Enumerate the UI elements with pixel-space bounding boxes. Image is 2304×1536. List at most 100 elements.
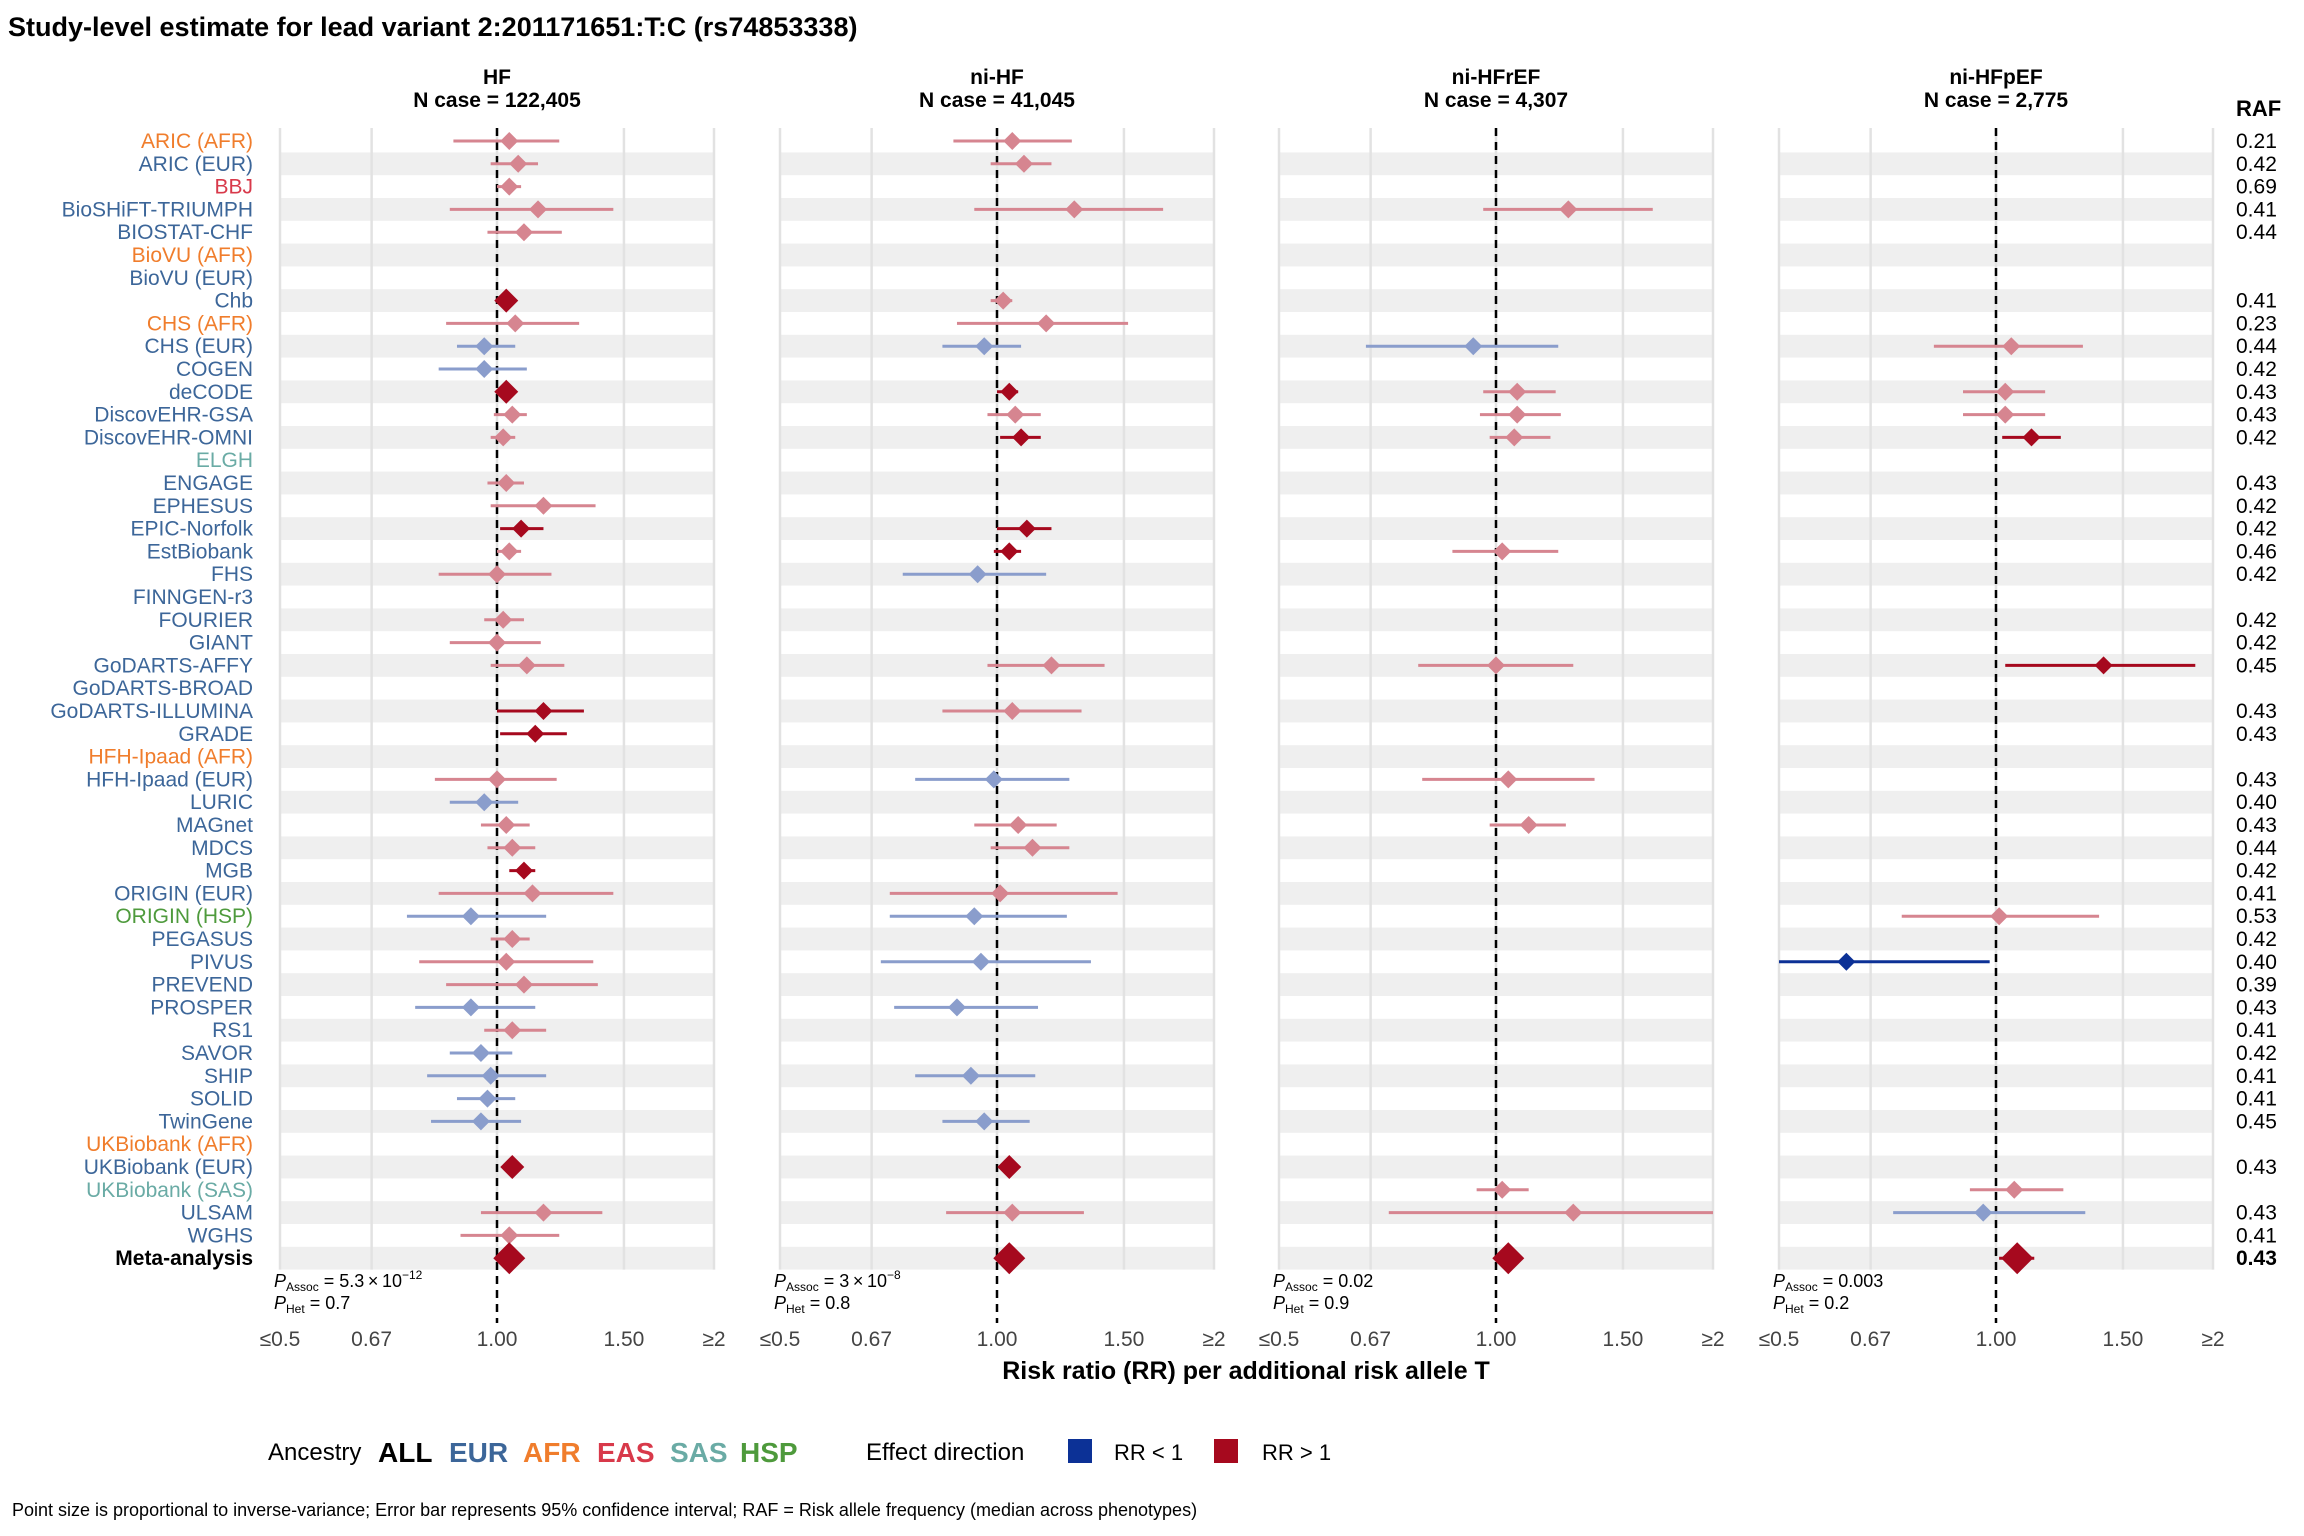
point-estimate [534,496,553,515]
study-label: ARIC (EUR) [139,153,253,176]
p-assoc: PAssoc = 0.003 [1773,1271,1883,1294]
study-label: BBJ [214,176,253,199]
point-estimate [1487,656,1505,675]
point-estimate [514,223,533,242]
point-estimate [994,291,1013,310]
x-tick-label: ≤0.5 [1759,1328,1800,1351]
study-label: FHS [211,563,253,586]
study-label: UKBiobank (AFR) [86,1133,253,1156]
legend-ancestry-sas: SAS [670,1437,728,1468]
point-estimate [2001,1242,2034,1275]
point-estimate [1564,1203,1583,1222]
study-label: BioVU (AFR) [132,244,253,267]
point-estimate [1996,405,2015,424]
point-estimate [1014,154,1033,173]
raf-value: 0.43 [2236,723,2277,746]
raf-value: 0.43 [2236,768,2277,791]
point-estimate [461,907,480,926]
point-estimate [1974,1203,1993,1222]
point-estimate [500,177,519,196]
point-estimate [494,288,519,313]
raf-value: 0.41 [2236,1065,2277,1088]
study-label: GRADE [178,723,253,746]
raf-value: 0.42 [2236,563,2277,586]
study-label: PEGASUS [151,928,253,951]
study-label: PROSPER [150,996,253,1019]
x-tick-label: 1.50 [603,1328,644,1351]
study-label: SAVOR [181,1042,253,1065]
study-label: GIANT [189,632,253,655]
raf-value: 0.42 [2236,426,2277,449]
point-estimate [475,360,494,378]
x-tick-label: 1.00 [477,1328,518,1351]
point-estimate [1990,907,2009,926]
raf-value: 0.43 [2236,700,2277,723]
point-estimate [1017,519,1036,538]
raf-value: 0.43 [2236,381,2277,404]
panel-title: HF [483,66,511,89]
x-tick-label: ≥2 [1202,1328,1225,1351]
panel-title: ni-HFpEF [1949,66,2042,89]
point-estimate [523,884,542,903]
point-estimate [475,793,494,812]
p-assoc: PAssoc = 5.3 × 10−12 [274,1268,423,1294]
point-estimate [1493,542,1512,561]
x-tick-label: 1.50 [1602,1328,1643,1351]
x-tick-label: 1.00 [1976,1328,2017,1351]
point-estimate [975,337,994,356]
point-estimate [965,907,984,926]
panel-title: ni-HFrEF [1452,66,1541,89]
point-estimate [503,930,522,948]
point-estimate [1065,200,1084,219]
raf-header: RAF [2236,96,2281,121]
raf-value: 0.42 [2236,860,2277,883]
point-estimate [471,1044,490,1062]
point-estimate [529,200,548,219]
study-label: EPIC-Norfolk [130,518,253,541]
panel-subtitle: N case = 4,307 [1424,89,1568,112]
point-estimate [488,770,506,789]
p-assoc: PAssoc = 0.02 [1273,1271,1373,1294]
study-label: WGHS [188,1224,253,1247]
point-estimate [497,816,516,834]
point-estimate [514,861,533,880]
point-estimate [497,474,516,492]
study-label: GoDARTS-ILLUMINA [50,700,253,723]
raf-value: 0.43 [2236,472,2277,495]
legend-ancestry-hsp: HSP [740,1437,798,1468]
point-estimate [1508,382,1527,401]
point-estimate [1837,952,1856,971]
p-assoc: PAssoc = 3 × 10−8 [774,1268,901,1294]
x-tick-label: 1.00 [977,1328,1018,1351]
study-label: ELGH [196,449,253,472]
legend-neg-label: RR < 1 [1114,1440,1183,1465]
point-estimate [1006,405,1025,424]
point-estimate [971,952,990,971]
study-label: LURIC [190,791,253,814]
raf-value: 0.41 [2236,1088,2277,1111]
panel-subtitle: N case = 2,775 [1924,89,2069,112]
figure-title: Study-level estimate for lead variant 2:… [8,12,857,42]
point-estimate [503,405,522,424]
point-estimate [488,565,506,584]
point-estimate [514,975,533,994]
raf-value: 0.41 [2236,1019,2277,1042]
point-estimate [1000,542,1019,561]
point-estimate [497,952,516,971]
point-estimate [1023,838,1042,857]
point-estimate [493,1242,526,1275]
point-estimate [471,1112,490,1131]
study-label: TwinGene [158,1110,253,1133]
point-estimate [503,838,522,857]
point-estimate [1037,314,1056,333]
study-label: UKBiobank (SAS) [86,1179,253,1202]
legend: Ancestry ALL EUR AFR EAS SAS HSP Effect directi… [268,1437,1331,1468]
point-estimate [975,1112,994,1131]
study-label: RS1 [212,1019,253,1042]
study-label: GoDARTS-AFFY [94,654,253,677]
raf-value: 0.46 [2236,540,2277,563]
point-estimate [1003,132,1022,150]
raf-value: 0.42 [2236,632,2277,655]
